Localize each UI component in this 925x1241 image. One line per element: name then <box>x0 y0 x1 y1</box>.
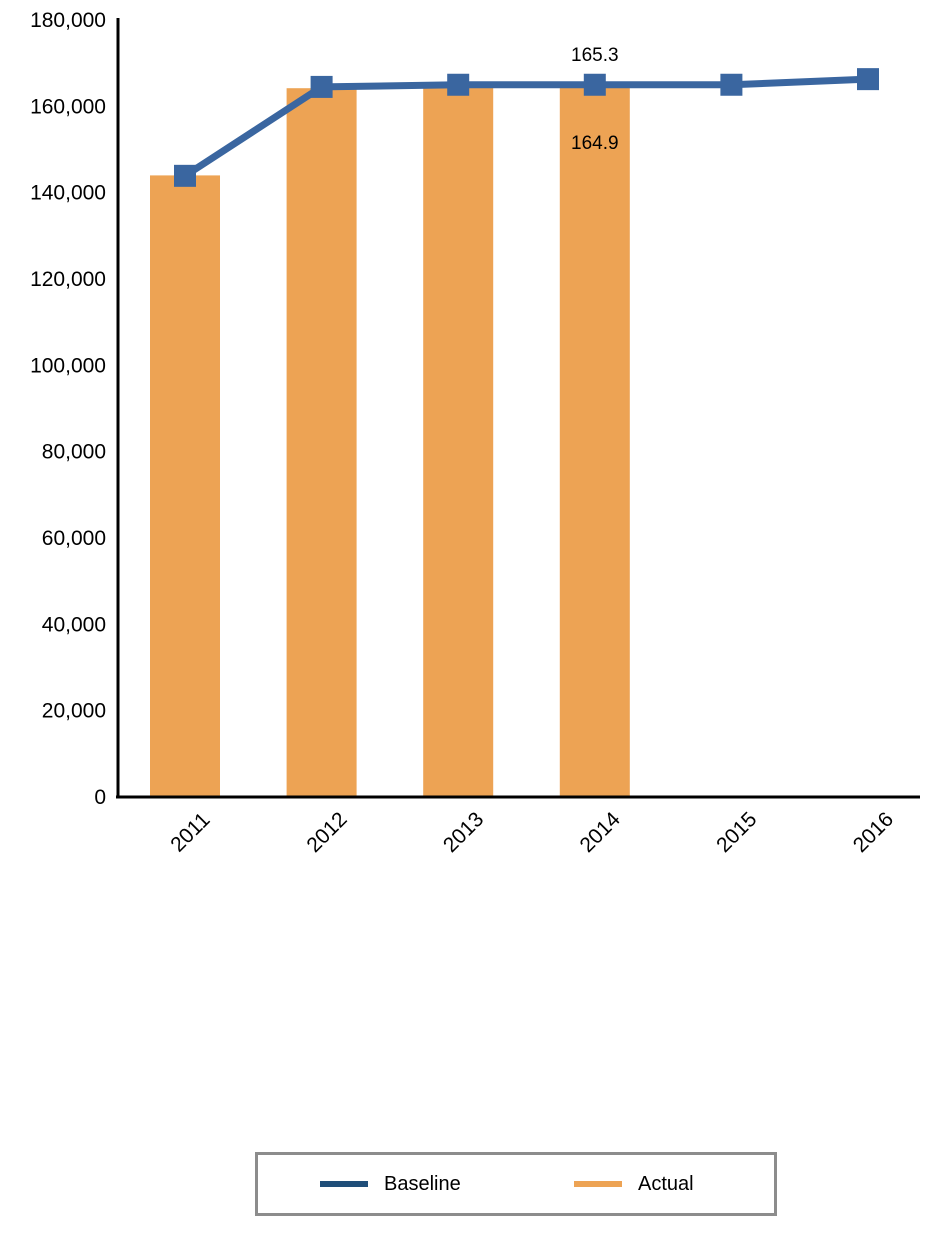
baseline-line <box>183 75 869 179</box>
bar-2011 <box>150 175 220 797</box>
baseline-marker-2011 <box>174 164 196 187</box>
bar-2012 <box>286 88 357 798</box>
baseline-marker-2014 <box>583 73 606 96</box>
y-tick-label-100000: 100,000 <box>30 354 106 377</box>
x-tick-label-2014: 2014 <box>576 808 626 858</box>
y-tick-label-0: 0 <box>94 786 106 809</box>
bar-2013 <box>423 84 494 797</box>
legend-item-actual: Actual <box>574 1155 694 1213</box>
x-tick-label-2011: 2011 <box>166 808 214 856</box>
legend-swatch-actual <box>574 1181 622 1187</box>
baseline-marker-2013 <box>447 73 470 96</box>
y-tick-label-60000: 60,000 <box>42 527 106 550</box>
baseline-marker-2015 <box>720 73 743 96</box>
baseline-marker-2012 <box>310 75 333 98</box>
x-tick-label-2013: 2013 <box>439 808 488 857</box>
legend-swatch-baseline <box>320 1181 368 1187</box>
x-tick-label-2016: 2016 <box>849 808 898 857</box>
y-tick-label-40000: 40,000 <box>42 613 106 636</box>
baseline-marker-2016 <box>857 68 879 91</box>
legend: Baseline Actual <box>255 1152 777 1216</box>
legend-label-actual: Actual <box>638 1172 694 1195</box>
data-label-baseline-2014: 165.3 <box>571 45 619 66</box>
y-tick-label-160000: 160,000 <box>30 95 106 118</box>
x-tick-label-2015: 2015 <box>712 808 761 857</box>
bar-2014 <box>559 85 630 798</box>
y-tick-label-140000: 140,000 <box>30 182 106 205</box>
y-tick-label-80000: 80,000 <box>42 441 106 464</box>
legend-item-baseline: Baseline <box>320 1155 461 1213</box>
legend-label-baseline: Baseline <box>384 1172 461 1195</box>
data-label-actual-2014: 164.9 <box>571 133 619 154</box>
x-tick-label-2012: 2012 <box>302 808 351 857</box>
y-tick-label-120000: 120,000 <box>30 268 106 291</box>
y-tick-label-20000: 20,000 <box>42 700 106 723</box>
y-tick-label-180000: 180,000 <box>30 9 106 32</box>
chart: 0 20,000 40,000 60,000 80,000 100,000 120,000 1… <box>30 9 920 858</box>
